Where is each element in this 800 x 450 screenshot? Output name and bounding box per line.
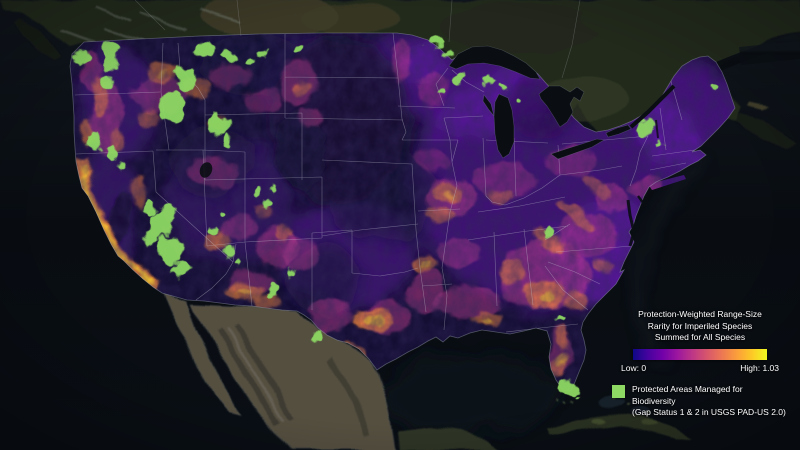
- colorbar-labels: Low: 0 High: 1.03: [621, 363, 779, 375]
- colorbar-legend: Protection-Weighted Range-Size Rarity fo…: [607, 309, 793, 374]
- colorbar-title-line-1: Protection-Weighted Range-Size: [638, 309, 762, 319]
- colorbar-title-line-3: Summed for All Species: [654, 332, 746, 342]
- protected-areas-label-line-2: Biodiversity: [632, 395, 676, 406]
- protected-areas-swatch: [612, 385, 625, 398]
- colorbar-gradient: [633, 348, 767, 360]
- protected-areas-label-line-3: (Gap Status 1 & 2 in USGS PAD-US 2.0): [632, 407, 786, 417]
- protected-areas-legend: Protected Areas Managed for Biodiversity…: [612, 384, 786, 419]
- colorbar-low-label: Low: 0: [621, 362, 647, 373]
- protected-areas-label-line-1: Protected Areas Managed for: [632, 384, 743, 394]
- protected-areas-label: Protected Areas Managed for Biodiversity…: [632, 384, 786, 419]
- gulf-water-tint: [380, 355, 560, 435]
- colorbar-high-label: High: 1.03: [740, 362, 779, 373]
- colorbar-title: Protection-Weighted Range-Size Rarity fo…: [607, 309, 793, 344]
- colorbar-title-line-2: Rarity for Imperiled Species: [647, 320, 753, 331]
